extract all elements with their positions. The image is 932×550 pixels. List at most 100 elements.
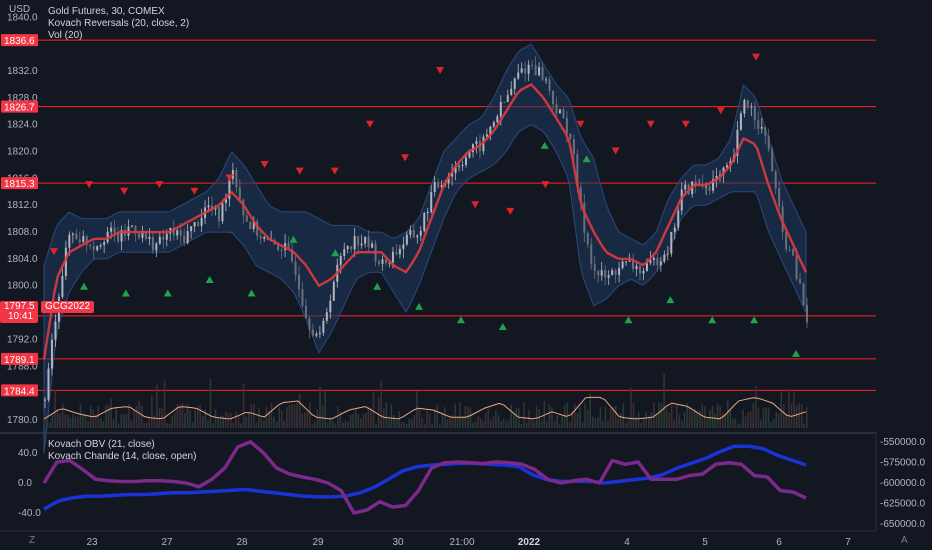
volume-bar [726, 399, 729, 428]
level-price-box [1, 352, 38, 365]
candle-body [346, 246, 349, 250]
volume-bar [370, 407, 372, 428]
reversal-down-marker [190, 187, 199, 195]
candle-body [635, 265, 638, 270]
reversal-up-marker [666, 296, 675, 304]
volume-bar [235, 411, 237, 428]
indicator-title-vol[interactable]: Vol (20) [48, 30, 83, 41]
reversal-up-marker [540, 141, 549, 149]
volume-bar [46, 418, 49, 428]
candle-body [367, 236, 370, 248]
volume-bar [755, 385, 757, 428]
indicator-title-kovach-reversals[interactable]: Kovach Reversals (20, close, 2) [48, 18, 190, 29]
candle-body [190, 226, 193, 232]
candle-body [298, 274, 300, 290]
volume-bar [711, 405, 714, 428]
candle-body [774, 171, 777, 189]
volume-bar [772, 419, 775, 428]
volume-bar [362, 413, 365, 428]
volume-bar [421, 417, 423, 428]
candle-body [395, 251, 398, 255]
reversal-down-marker [752, 53, 760, 61]
reversal-up-marker [750, 316, 759, 324]
volume-bar [800, 404, 803, 428]
volume-bar [64, 414, 66, 428]
volume-bar [311, 423, 314, 428]
candle-body [694, 181, 697, 185]
volume-bar [747, 412, 749, 428]
reversal-down-marker [611, 147, 620, 155]
candle-body [120, 229, 123, 242]
volume-bar [749, 410, 752, 428]
volume-bar [678, 414, 681, 428]
candle-body [558, 109, 561, 114]
candle-body [673, 227, 676, 232]
volume-bar [153, 415, 156, 428]
volume-bar [339, 412, 342, 428]
candle-body [806, 304, 808, 323]
volume-bar [82, 413, 84, 428]
volume-bar [530, 419, 533, 428]
candle-body [82, 236, 85, 243]
volume-bar [191, 422, 194, 428]
volume-bar [737, 423, 739, 428]
symbol-title[interactable]: Gold Futures, 30, COMEX [48, 6, 165, 17]
volume-bar [342, 422, 344, 428]
currency-label: USD [9, 4, 31, 15]
volume-bar [482, 420, 484, 428]
candle-body [565, 118, 568, 134]
volume-bar [393, 414, 395, 428]
volume-bar [459, 402, 462, 428]
candle-body [172, 227, 175, 236]
volume-bar [138, 400, 140, 428]
volume-bar [283, 420, 286, 428]
volume-bar [574, 403, 576, 428]
candle-body [475, 141, 478, 145]
candle-body [499, 101, 502, 117]
volume-bar [548, 404, 551, 428]
volume-bar [752, 403, 755, 428]
candle-body [89, 244, 92, 247]
timezone-icon[interactable]: Z [29, 535, 36, 546]
volume-bar [390, 404, 393, 428]
candle-body [722, 167, 725, 175]
indicator-title-kovach-obv[interactable]: Kovach OBV (21, close) [48, 439, 155, 450]
volume-bar [130, 420, 133, 428]
level-price-label: 1826.7 [4, 103, 35, 114]
indicator-title-kovach-chande[interactable]: Kovach Chande (14, close, open) [48, 451, 197, 462]
volume-bar [105, 405, 107, 428]
time-tick-label: 21:00 [449, 537, 474, 548]
volume-bar [258, 408, 260, 428]
volume-bar [619, 413, 622, 428]
candle-body [409, 229, 412, 235]
candle-body [211, 205, 214, 210]
level-price-box [1, 177, 38, 190]
candle-body [677, 210, 680, 228]
chande-tick-label: -40.0 [18, 508, 41, 519]
volume-bar [729, 410, 732, 428]
volume-bar [59, 413, 61, 428]
volume-bar [770, 421, 772, 428]
volume-bar [72, 414, 74, 428]
volume-bar [803, 423, 806, 428]
volume-bar [377, 397, 380, 428]
reversal-down-marker [541, 181, 550, 189]
reversal-down-marker [436, 67, 445, 75]
volume-bar [87, 421, 89, 428]
auto-scale-icon[interactable]: A [901, 535, 908, 546]
reversal-down-marker [506, 207, 515, 215]
volume-bar [469, 407, 472, 428]
time-tick-label: 2022 [518, 537, 541, 548]
candle-body [197, 222, 200, 226]
volume-bar [579, 407, 581, 428]
candle-body [757, 120, 760, 129]
candle-body [294, 261, 297, 275]
candle-body [144, 232, 147, 240]
volume-bar [568, 422, 571, 428]
candle-body [652, 257, 655, 260]
candle-body [538, 67, 541, 76]
candle-body [764, 126, 767, 136]
chande-tick-label: 0.0 [18, 478, 32, 489]
chande-line [42, 440, 807, 515]
